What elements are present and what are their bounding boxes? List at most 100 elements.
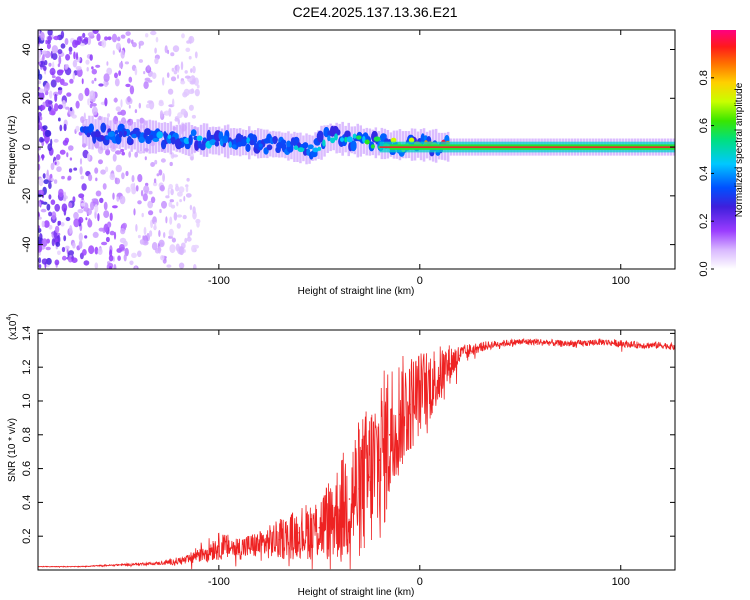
spectrogram-panel: -100 0 100 -40 -20 0 20 40 Height of straight l… xyxy=(7,29,676,297)
noise-blob xyxy=(91,198,99,202)
noise-blob xyxy=(100,169,106,175)
x-tick-label: -100 xyxy=(208,275,230,287)
signal-core-blob xyxy=(105,135,111,141)
signal-blob xyxy=(336,129,341,136)
noise-blob xyxy=(87,152,91,161)
snr-point xyxy=(198,552,200,554)
noise-blob xyxy=(38,111,42,118)
signal-core-blob xyxy=(228,141,232,148)
y-tick-label: 40 xyxy=(21,43,33,55)
noise-blob xyxy=(38,236,41,245)
noise-blob xyxy=(126,38,131,44)
noise-blob xyxy=(51,211,57,220)
noise-blob xyxy=(38,73,43,81)
noise-blob xyxy=(86,67,89,72)
spectrogram-x-axis-label: Height of straight line (km) xyxy=(298,286,415,297)
noise-blob xyxy=(167,187,170,196)
y-tick-label: 0.4 xyxy=(21,495,33,510)
snr-y-multiplier-exponent: 4 xyxy=(6,317,13,321)
noise-blob xyxy=(125,31,131,36)
signal-blob xyxy=(218,131,224,141)
signal-halo xyxy=(269,131,272,157)
noise-blob xyxy=(121,151,125,156)
noise-blob xyxy=(173,211,178,221)
noise-blob xyxy=(138,150,143,154)
spectrogram-y-axis-label: Frequency (Hz) xyxy=(7,116,18,185)
noise-blob xyxy=(192,206,196,214)
noise-blob xyxy=(186,177,190,182)
noise-blob xyxy=(150,162,156,167)
noise-blob xyxy=(88,218,91,225)
noise-blob xyxy=(54,103,59,112)
snr-y-multiplier: (x104) xyxy=(6,313,19,340)
snr-point xyxy=(519,341,522,343)
noise-blob xyxy=(180,61,184,71)
noise-blob xyxy=(153,178,157,184)
y-tick-label: -40 xyxy=(21,237,33,253)
noise-blob xyxy=(114,78,120,87)
noise-blob xyxy=(79,158,83,165)
noise-blob xyxy=(52,61,55,70)
noise-blob xyxy=(94,246,99,255)
signal-halo xyxy=(314,132,317,161)
noise-blob xyxy=(38,61,41,65)
noise-blob xyxy=(101,39,107,48)
snr-plot-area xyxy=(38,330,675,570)
noise-blob xyxy=(98,227,105,232)
y-tick-label: 0.2 xyxy=(21,529,33,544)
noise-blob xyxy=(89,54,93,61)
noise-blob xyxy=(180,108,187,115)
signal-core-blob xyxy=(370,144,375,149)
noise-blob xyxy=(46,257,52,265)
signal-halo xyxy=(115,120,118,149)
noise-blob xyxy=(38,80,42,85)
noise-blob xyxy=(137,250,142,258)
noise-blob xyxy=(43,179,49,185)
noise-blob xyxy=(72,72,76,80)
noise-blob xyxy=(54,203,60,212)
noise-blob xyxy=(88,174,93,182)
noise-blob xyxy=(59,124,63,132)
noise-blob xyxy=(87,32,94,37)
snr-marks xyxy=(38,337,675,570)
signal-halo xyxy=(100,116,103,151)
noise-blob xyxy=(68,46,73,53)
noise-blob xyxy=(189,229,193,236)
noise-blob xyxy=(163,232,166,238)
noise-blob xyxy=(165,216,168,224)
snr-point xyxy=(348,498,351,500)
signal-core-blob xyxy=(286,140,292,148)
noise-blob xyxy=(48,211,53,217)
noise-blob xyxy=(109,212,113,221)
noise-blob xyxy=(47,35,52,42)
noise-blob xyxy=(188,55,192,60)
noise-blob xyxy=(54,93,58,102)
noise-blob xyxy=(40,138,45,142)
noise-blob xyxy=(94,262,99,269)
noise-blob xyxy=(83,112,86,121)
noise-blob xyxy=(120,227,126,235)
colorbar-tick-label: 0.0 xyxy=(698,261,710,276)
signal-core-blob xyxy=(297,147,305,153)
signal-core-blob xyxy=(241,138,247,147)
noise-blob xyxy=(55,76,62,83)
spectrogram-marks xyxy=(38,30,675,269)
signal-core-blob xyxy=(344,136,348,143)
noise-blob xyxy=(169,199,174,203)
signal-core-blob xyxy=(390,137,397,143)
noise-blob xyxy=(150,196,156,204)
noise-blob xyxy=(177,118,180,125)
signal-halo xyxy=(305,133,308,165)
noise-blob xyxy=(41,258,48,265)
noise-blob xyxy=(68,168,73,173)
noise-blob xyxy=(48,224,53,230)
noise-blob xyxy=(45,39,48,45)
signal-core-blob xyxy=(94,130,101,138)
signal-core-blob xyxy=(327,135,331,142)
noise-blob xyxy=(116,196,120,202)
noise-blob xyxy=(61,203,68,212)
noise-blob xyxy=(149,230,153,237)
noise-blob xyxy=(134,151,139,158)
noise-blob xyxy=(154,159,158,165)
noise-blob xyxy=(57,250,61,256)
